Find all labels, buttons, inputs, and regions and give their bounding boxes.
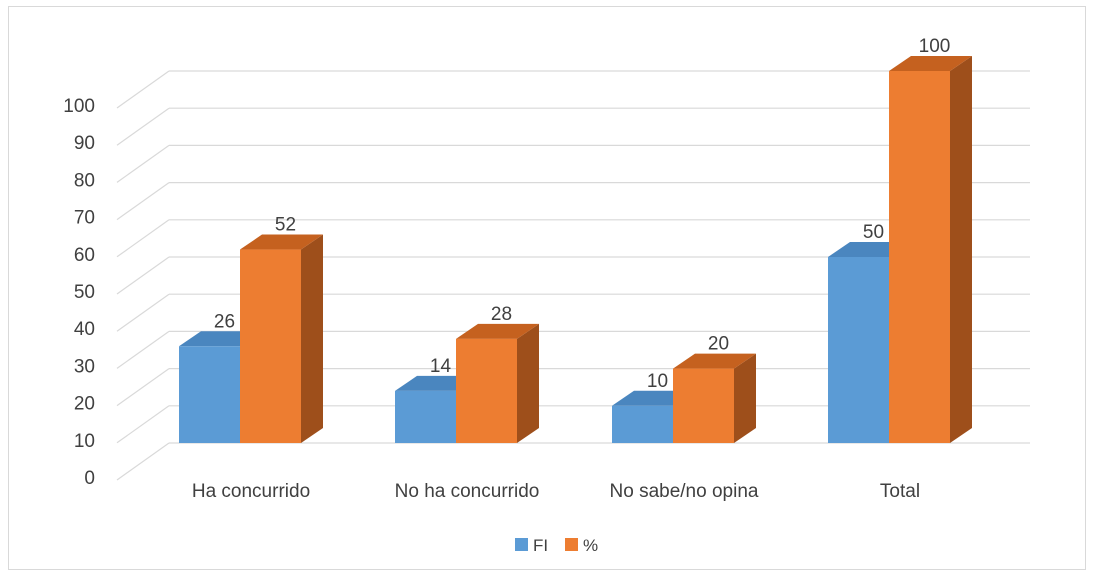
gridline-depth bbox=[116, 293, 170, 332]
legend-swatch bbox=[515, 538, 528, 551]
bar-side bbox=[301, 234, 323, 443]
bar-side bbox=[950, 56, 972, 443]
data-label: 28 bbox=[491, 304, 512, 325]
data-label: 100 bbox=[919, 36, 951, 57]
bar-front bbox=[456, 338, 517, 443]
bar-1-0 bbox=[240, 234, 323, 443]
data-label: 14 bbox=[430, 356, 452, 377]
data-label: 50 bbox=[863, 222, 884, 243]
y-tick-label: 70 bbox=[74, 208, 95, 229]
bar-top bbox=[889, 56, 972, 71]
bar-front bbox=[612, 405, 673, 443]
data-label: 52 bbox=[275, 215, 296, 236]
y-tick-label: 30 bbox=[74, 356, 95, 377]
gridline-depth bbox=[116, 405, 170, 444]
bar-front bbox=[395, 390, 456, 443]
bar-front bbox=[240, 249, 301, 443]
gridline-depth bbox=[116, 219, 170, 258]
category-label: No ha concurrido bbox=[395, 481, 540, 502]
legend-label: FI bbox=[533, 536, 548, 555]
y-tick-label: 60 bbox=[74, 245, 95, 266]
category-label: Ha concurrido bbox=[192, 481, 310, 502]
legend: FI% bbox=[515, 536, 598, 555]
gridline-depth bbox=[116, 70, 170, 109]
gridline-depth bbox=[116, 182, 170, 221]
bar-side bbox=[517, 323, 539, 443]
data-label: 26 bbox=[214, 311, 235, 332]
gridline-depth bbox=[116, 256, 170, 295]
gridline-depth bbox=[116, 368, 170, 407]
bar-top bbox=[240, 234, 323, 250]
data-label: 10 bbox=[647, 371, 668, 392]
y-axis-ticks: 0 10 20 30 40 50 60 70 80 90 100 bbox=[63, 96, 95, 489]
y-tick-label: 0 bbox=[84, 468, 95, 489]
category-label: Total bbox=[880, 481, 920, 502]
y-tick-label: 100 bbox=[63, 96, 95, 117]
bar-top bbox=[456, 323, 539, 339]
data-label: 20 bbox=[708, 334, 729, 355]
bar-front bbox=[828, 257, 889, 443]
y-tick-label: 90 bbox=[74, 133, 95, 154]
y-tick-label: 10 bbox=[74, 431, 95, 452]
category-label: No sabe/no opina bbox=[610, 481, 759, 502]
y-tick-label: 80 bbox=[74, 170, 95, 191]
bar-front bbox=[673, 368, 734, 443]
bar-front bbox=[179, 346, 240, 443]
legend-label: % bbox=[583, 536, 598, 555]
gridline-depth bbox=[116, 107, 170, 146]
gridline-depth bbox=[116, 442, 170, 481]
bar-top bbox=[673, 353, 756, 369]
y-tick-label: 40 bbox=[74, 319, 95, 340]
legend-swatch bbox=[565, 538, 578, 551]
bar-1-2 bbox=[673, 353, 756, 443]
bar-front bbox=[889, 71, 950, 443]
bar-layer: 26 52 14 28 10 20 50 100 bbox=[179, 36, 972, 443]
y-tick-label: 20 bbox=[74, 394, 95, 415]
gridline-depth bbox=[116, 330, 170, 369]
bar-1-3 bbox=[889, 56, 972, 443]
bar-1-1 bbox=[456, 323, 539, 443]
y-tick-label: 50 bbox=[74, 282, 95, 303]
gridline-depth bbox=[116, 144, 170, 183]
bar-side bbox=[734, 353, 756, 443]
x-axis-categories: Ha concurrido No ha concurrido No sabe/no … bbox=[192, 481, 920, 502]
